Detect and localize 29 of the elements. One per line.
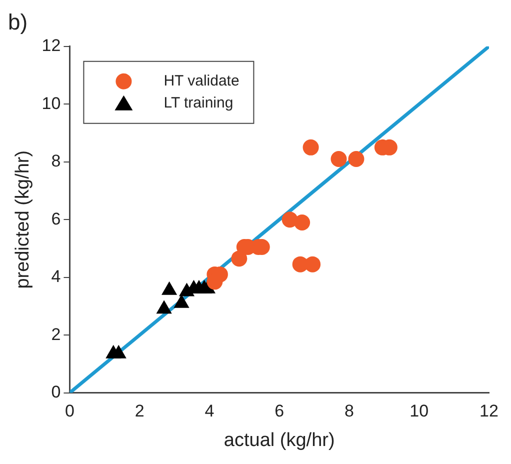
y-tick-label: 2 (51, 324, 61, 344)
point (156, 300, 172, 314)
x-tick-label: 12 (480, 402, 498, 421)
point (161, 281, 178, 295)
point (294, 214, 310, 230)
y-tick-label: 0 (51, 382, 61, 402)
point (302, 139, 319, 156)
x-tick-label: 10 (410, 402, 429, 421)
point (110, 344, 126, 358)
y-tick-label: 12 (42, 36, 61, 56)
chart-title: b) (8, 9, 28, 34)
legend-label: LT training (164, 94, 234, 112)
y-axis-title: predicted (kg/hr) (12, 150, 34, 289)
x-tick-label: 4 (204, 402, 214, 421)
point (348, 150, 364, 167)
y-tick-label: 6 (51, 209, 61, 228)
y-tick-label: 8 (51, 152, 61, 171)
y-tick-label: 4 (51, 267, 61, 286)
point (330, 150, 347, 167)
x-tick-label: 0 (64, 402, 74, 421)
legend-label: HT validate (164, 72, 240, 90)
point (304, 256, 321, 272)
x-tick-label: 8 (344, 402, 354, 421)
x-tick-label: 2 (134, 402, 144, 421)
y-tick-label: 10 (42, 94, 61, 113)
x-tick-label: 6 (274, 402, 284, 421)
x-axis-title: actual (kg/hr) (224, 430, 335, 451)
point (231, 250, 248, 267)
point (174, 294, 190, 308)
